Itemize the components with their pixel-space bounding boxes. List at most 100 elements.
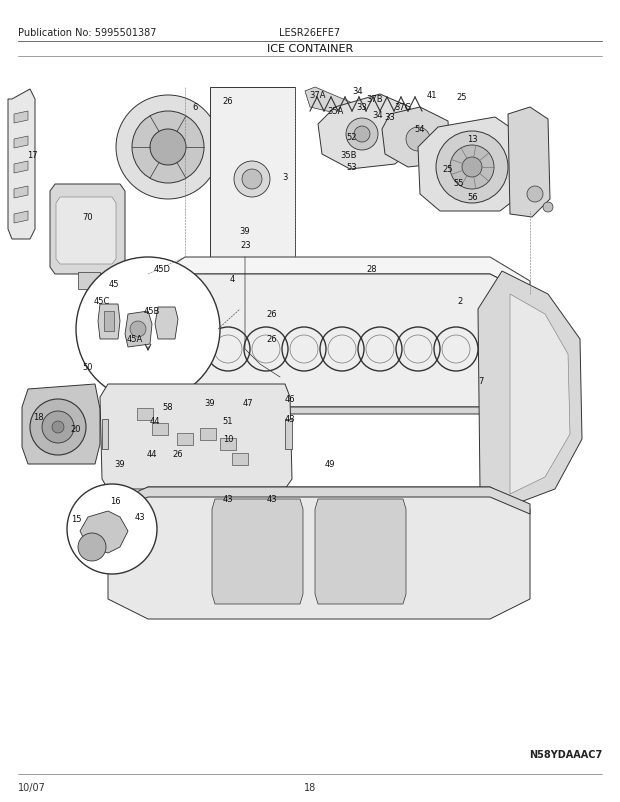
Circle shape <box>150 130 186 166</box>
Text: 35A: 35A <box>327 107 343 116</box>
Polygon shape <box>305 88 355 118</box>
Text: 28: 28 <box>366 265 378 274</box>
Text: Publication No: 5995501387: Publication No: 5995501387 <box>18 28 156 38</box>
Polygon shape <box>478 272 582 509</box>
Text: 26: 26 <box>173 450 184 459</box>
Polygon shape <box>14 187 28 199</box>
Text: 45C: 45C <box>94 297 110 306</box>
Circle shape <box>52 422 64 433</box>
Polygon shape <box>382 107 450 168</box>
Text: 25: 25 <box>443 165 453 174</box>
Polygon shape <box>508 107 550 217</box>
Polygon shape <box>104 312 114 331</box>
Text: 37B: 37B <box>366 95 383 104</box>
Text: 37C: 37C <box>395 103 411 112</box>
Polygon shape <box>177 433 193 445</box>
Text: 16: 16 <box>110 497 120 506</box>
Text: 18: 18 <box>304 782 316 792</box>
Polygon shape <box>212 500 303 604</box>
Text: 26: 26 <box>223 97 233 107</box>
Circle shape <box>76 257 220 402</box>
Text: 20: 20 <box>71 425 81 434</box>
Circle shape <box>450 146 494 190</box>
Text: 10: 10 <box>223 435 233 444</box>
Text: 44: 44 <box>147 450 157 459</box>
Circle shape <box>543 203 553 213</box>
Text: 54: 54 <box>415 125 425 134</box>
Circle shape <box>78 533 106 561</box>
Polygon shape <box>14 137 28 149</box>
Text: 46: 46 <box>285 395 295 404</box>
Polygon shape <box>418 118 522 212</box>
Polygon shape <box>80 512 128 553</box>
Circle shape <box>132 111 204 184</box>
Text: 47: 47 <box>242 399 254 408</box>
Text: 6: 6 <box>192 103 198 112</box>
Text: 52: 52 <box>347 133 357 142</box>
Text: 25: 25 <box>457 92 467 101</box>
Polygon shape <box>102 419 108 449</box>
Polygon shape <box>22 384 100 464</box>
Polygon shape <box>50 184 125 274</box>
Polygon shape <box>285 419 292 449</box>
Text: 44: 44 <box>150 417 160 426</box>
Text: 4: 4 <box>229 275 234 284</box>
Polygon shape <box>510 294 570 494</box>
Polygon shape <box>14 111 28 124</box>
Text: 50: 50 <box>82 363 93 372</box>
Text: 45B: 45B <box>144 307 160 316</box>
Polygon shape <box>152 423 168 435</box>
Circle shape <box>130 322 146 338</box>
Polygon shape <box>232 453 248 465</box>
Circle shape <box>234 162 270 198</box>
Text: 43: 43 <box>267 495 277 504</box>
Text: 7: 7 <box>478 377 484 386</box>
Circle shape <box>242 170 262 190</box>
Text: 35B: 35B <box>341 150 357 160</box>
Polygon shape <box>315 500 406 604</box>
Text: 23: 23 <box>241 241 251 249</box>
Circle shape <box>30 399 86 456</box>
Text: 43: 43 <box>223 495 233 504</box>
Text: 37A: 37A <box>310 91 326 99</box>
Text: 55: 55 <box>454 178 464 187</box>
Polygon shape <box>210 88 295 260</box>
Text: 45: 45 <box>108 280 119 290</box>
Text: 41: 41 <box>427 91 437 100</box>
Polygon shape <box>78 273 100 290</box>
Text: 34: 34 <box>373 111 383 119</box>
Polygon shape <box>155 308 178 339</box>
Circle shape <box>42 411 74 444</box>
Text: 34: 34 <box>353 87 363 96</box>
Polygon shape <box>148 257 530 294</box>
Polygon shape <box>100 384 292 489</box>
Text: 70: 70 <box>82 213 94 222</box>
Polygon shape <box>108 488 530 619</box>
Text: 18: 18 <box>33 413 43 422</box>
Text: 3: 3 <box>282 173 288 182</box>
Polygon shape <box>137 408 153 420</box>
Polygon shape <box>220 439 236 451</box>
Text: 17: 17 <box>27 150 37 160</box>
Text: 33: 33 <box>384 113 396 123</box>
Polygon shape <box>200 428 216 440</box>
Text: 13: 13 <box>467 136 477 144</box>
Text: 45A: 45A <box>127 335 143 344</box>
Circle shape <box>116 96 220 200</box>
Text: N58YDAAAC7: N58YDAAAC7 <box>529 749 602 759</box>
Polygon shape <box>98 305 120 339</box>
Text: 49: 49 <box>325 460 335 469</box>
Polygon shape <box>318 95 415 170</box>
Polygon shape <box>108 488 530 514</box>
Polygon shape <box>148 387 530 415</box>
Text: 33: 33 <box>356 103 368 112</box>
Circle shape <box>354 127 370 143</box>
Circle shape <box>406 128 430 152</box>
Text: 39: 39 <box>115 460 125 469</box>
Polygon shape <box>56 198 116 265</box>
Text: 26: 26 <box>267 310 277 319</box>
Text: 2: 2 <box>458 297 463 306</box>
Text: 15: 15 <box>71 515 81 524</box>
Polygon shape <box>8 90 35 240</box>
Text: 45D: 45D <box>154 265 170 274</box>
